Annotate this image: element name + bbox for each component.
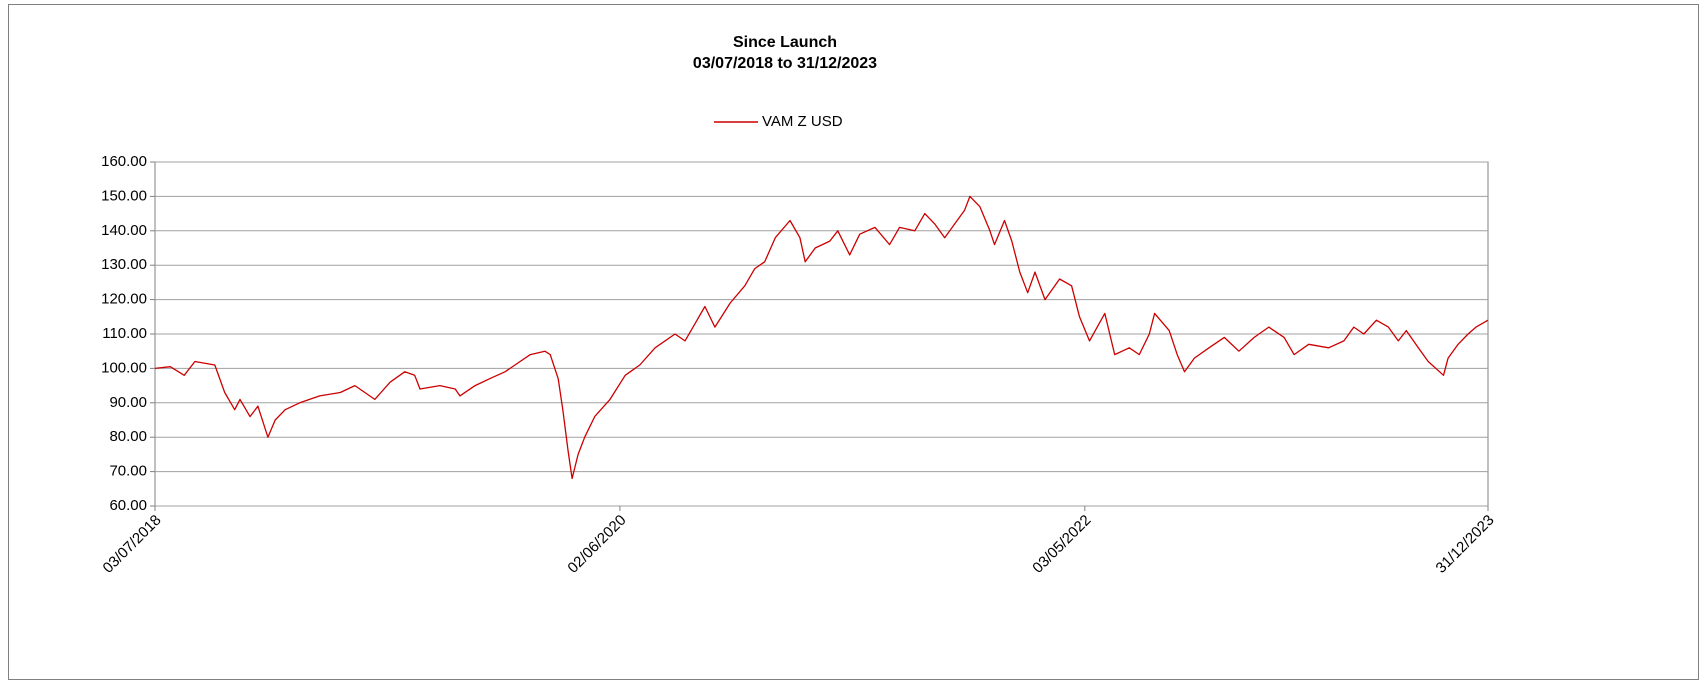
y-tick-label: 100.00 (101, 359, 147, 376)
y-tick-label: 120.00 (101, 291, 147, 308)
chart-title: Since Launch (733, 34, 837, 51)
data-line (154, 195, 1489, 480)
chart-subtitle: 03/07/2018 to 31/12/2023 (693, 55, 877, 72)
y-tick-label: 110.00 (102, 325, 147, 342)
y-tick-label: 140.00 (101, 222, 147, 239)
y-tick-label: 90.00 (109, 394, 147, 411)
legend-label: VAM Z USD (762, 113, 843, 130)
y-tick-label: 150.00 (101, 187, 147, 204)
y-tick-label: 80.00 (109, 428, 147, 445)
y-tick-label: 160.00 (101, 153, 147, 170)
y-tick-label: 60.00 (109, 497, 147, 514)
y-tick-label: 70.00 (109, 463, 147, 480)
y-tick-label: 130.00 (101, 256, 147, 273)
